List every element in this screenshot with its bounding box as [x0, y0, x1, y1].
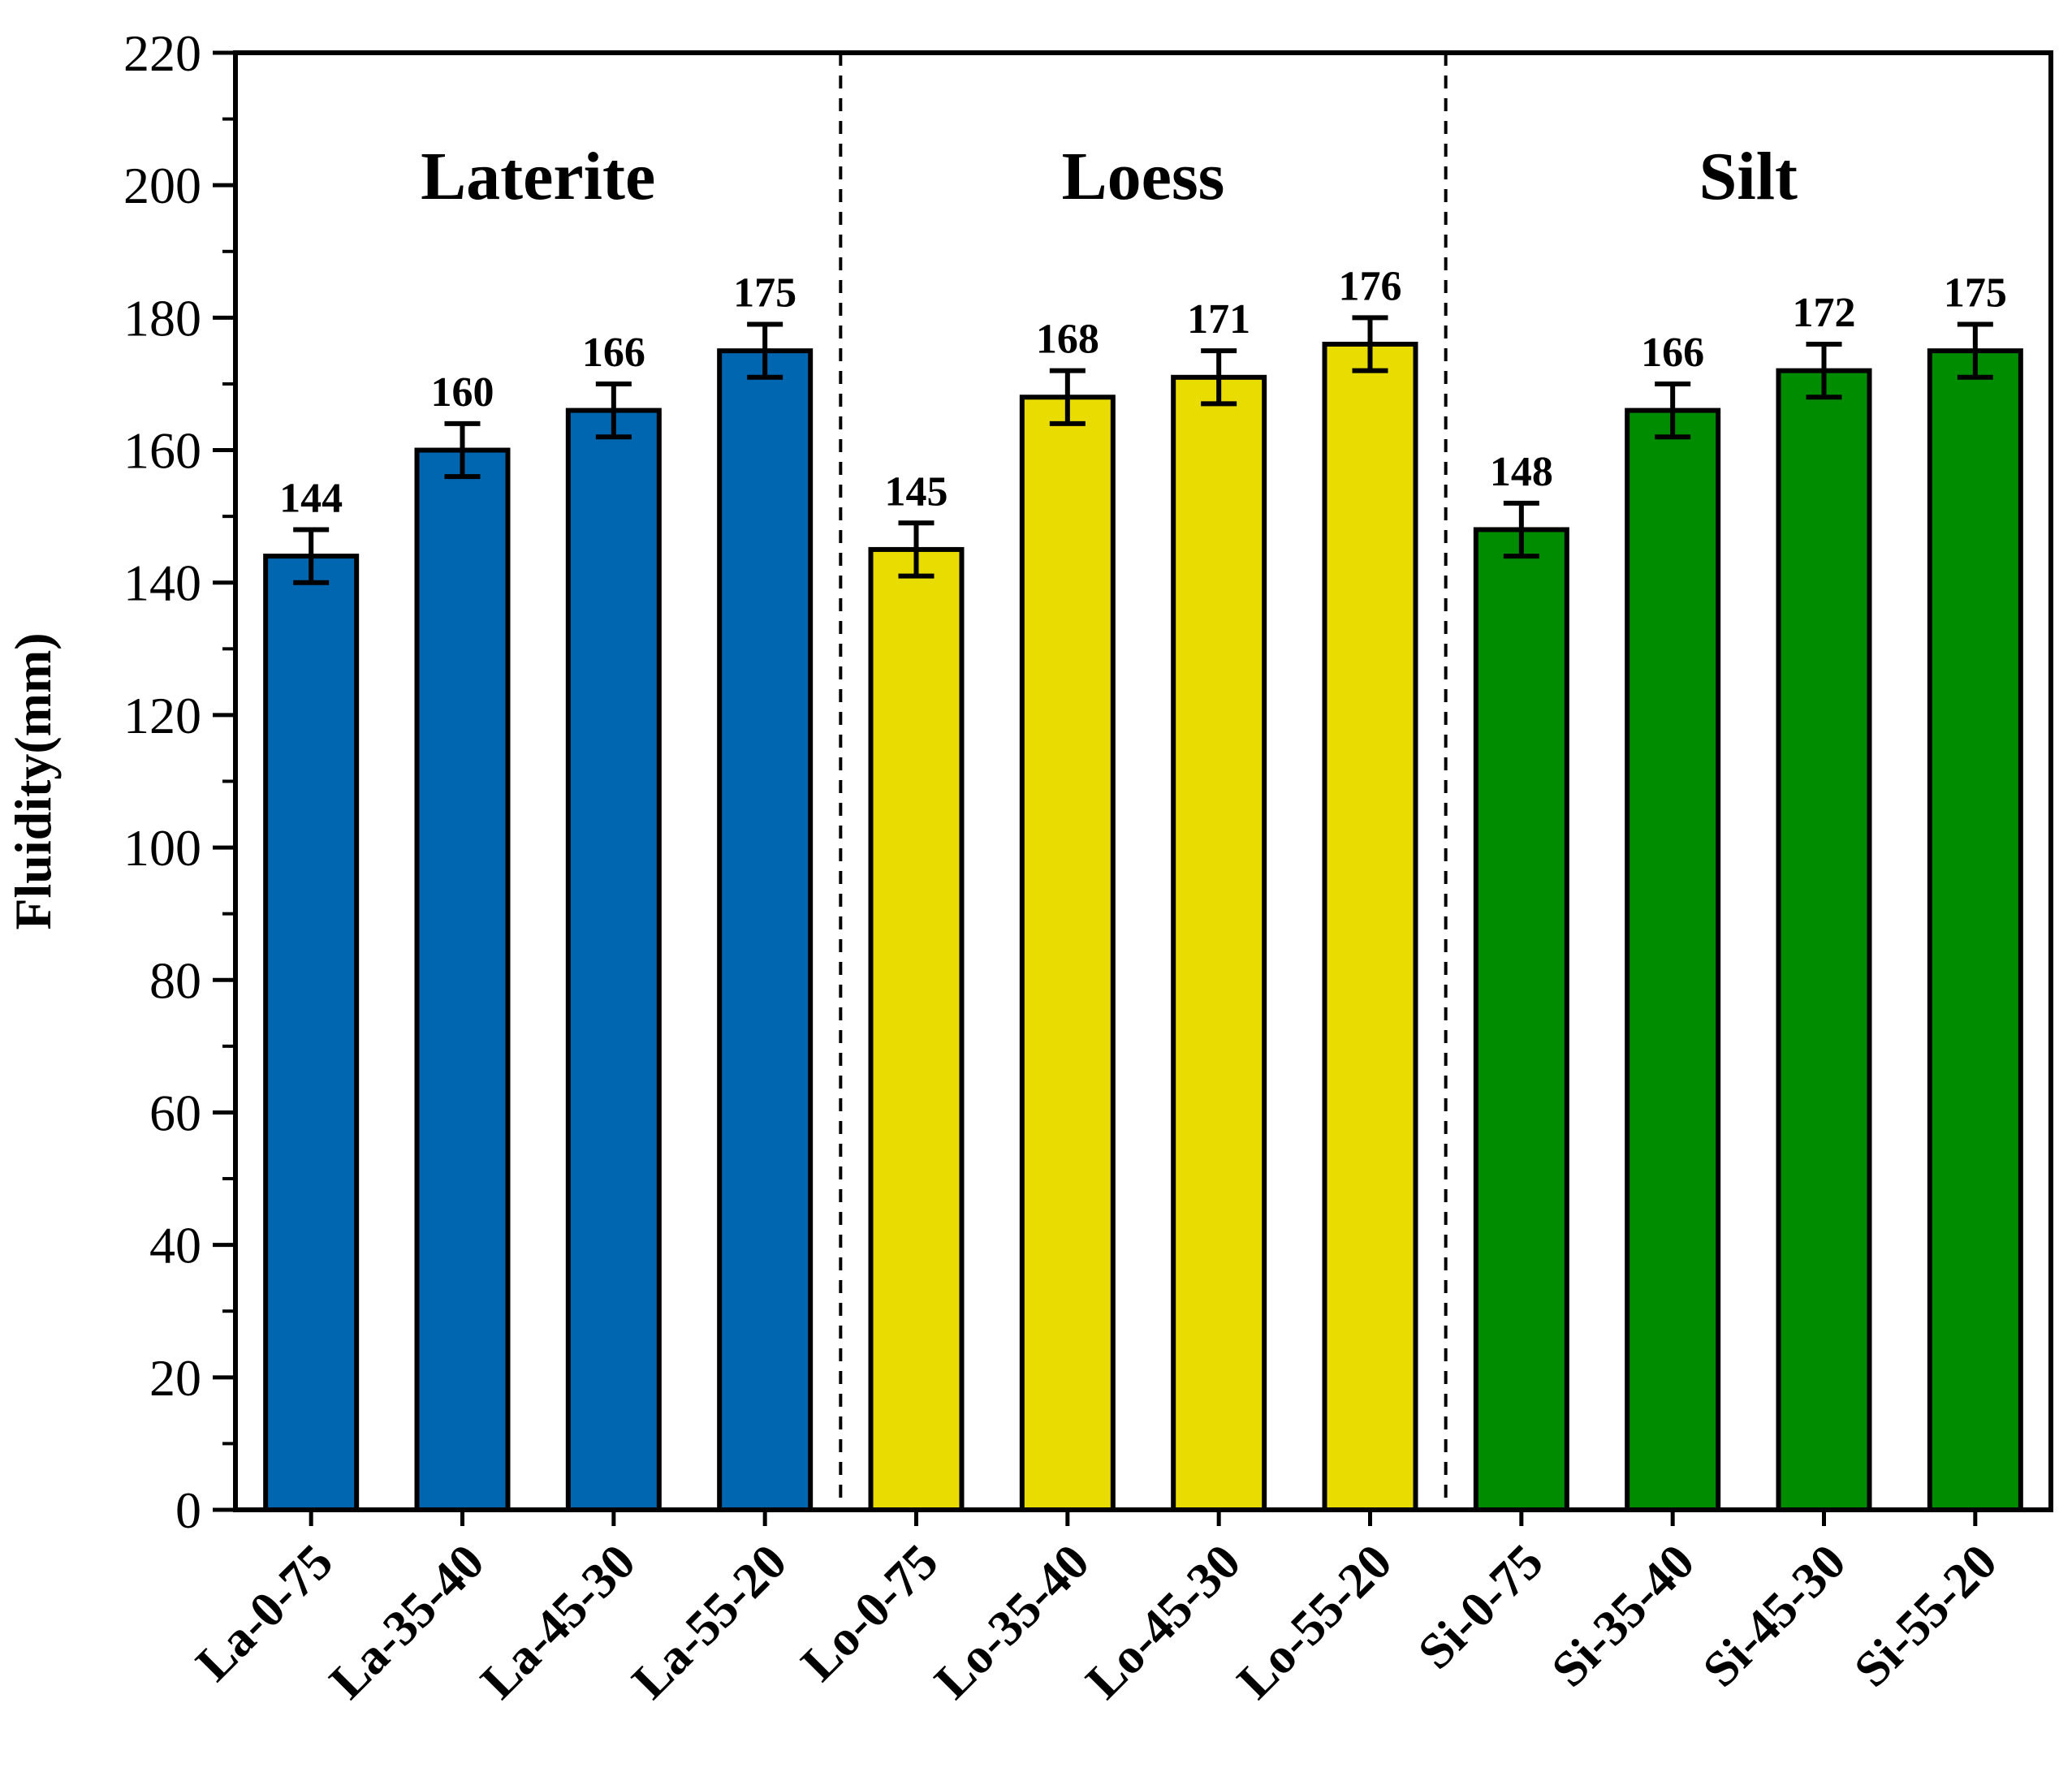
x-category-label: Si-45-30: [1693, 1534, 1857, 1698]
group-label-silt: Silt: [1699, 139, 1798, 214]
y-tick-label: 40: [149, 1217, 201, 1274]
bar-la-35-40: [414, 447, 511, 1513]
bar-lo-45-30: [1171, 374, 1267, 1513]
bar-la-0-75: [263, 554, 360, 1512]
y-tick-label: 100: [123, 819, 201, 877]
value-label: 168: [1036, 317, 1099, 363]
y-tick-label: 120: [123, 687, 201, 744]
bar-si-35-40: [1625, 407, 1721, 1512]
plot-frame: [233, 50, 2053, 1512]
x-category-label: La-55-20: [622, 1534, 797, 1710]
value-label: 148: [1490, 449, 1553, 495]
y-tick-label: 200: [123, 157, 201, 214]
value-label: 172: [1793, 290, 1856, 336]
x-category-label: La-0-75: [186, 1534, 343, 1692]
value-label: 145: [885, 468, 948, 515]
value-label: 144: [279, 475, 343, 521]
x-category-label: Si-35-40: [1542, 1534, 1706, 1698]
y-tick-label: 80: [149, 951, 201, 1009]
y-axis-title: Fluidity(mm): [4, 632, 62, 929]
group-label-laterite: Laterite: [421, 139, 655, 214]
value-label: 176: [1339, 263, 1402, 309]
x-category-label: Si-0-75: [1408, 1534, 1554, 1680]
value-label: 166: [1641, 330, 1704, 376]
group-label-loess: Loess: [1062, 139, 1225, 214]
y-tick-label: 220: [123, 24, 201, 82]
x-category-label: Si-55-20: [1844, 1534, 2008, 1698]
x-category-label: Lo-55-20: [1227, 1534, 1402, 1710]
x-category-label: La-45-30: [471, 1534, 646, 1710]
x-category-label: Lo-45-30: [1076, 1534, 1251, 1710]
y-tick-label: 0: [175, 1481, 201, 1539]
bar-lo-35-40: [1019, 395, 1116, 1513]
x-category-label: Lo-35-40: [925, 1534, 1100, 1710]
value-label: 166: [582, 330, 645, 376]
bar-lo-0-75: [868, 546, 965, 1513]
plot-area: 144 160 166 175 145 168 171 176 148 166 172 175 Late…: [4, 24, 2053, 1710]
y-tick-label: 20: [149, 1349, 201, 1407]
bar-lo-55-20: [1322, 342, 1418, 1512]
value-label: 160: [431, 369, 494, 416]
value-label: 171: [1187, 296, 1250, 343]
bar-la-45-30: [565, 407, 662, 1512]
bar-si-0-75: [1473, 527, 1569, 1512]
y-tick-label: 160: [123, 422, 201, 480]
bar-si-55-20: [1927, 348, 2023, 1513]
value-label: 175: [733, 270, 796, 317]
x-category-label: Lo-0-75: [791, 1534, 948, 1692]
y-tick-label: 60: [149, 1084, 201, 1141]
y-tick-label: 140: [123, 554, 201, 612]
value-label: 175: [1944, 270, 2007, 317]
x-category-label: La-35-40: [319, 1534, 494, 1710]
y-tick-label: 180: [123, 289, 201, 347]
bar-la-55-20: [717, 348, 814, 1513]
bar-si-45-30: [1776, 368, 1872, 1512]
